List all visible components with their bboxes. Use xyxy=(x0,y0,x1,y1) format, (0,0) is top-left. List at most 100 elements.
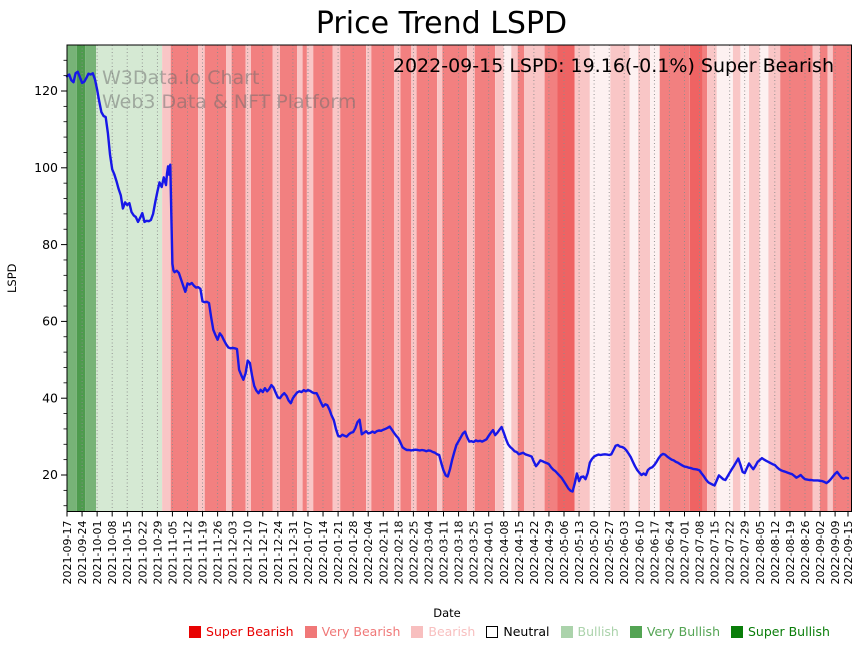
band-bearish xyxy=(306,45,314,512)
watermark-line-2: Web3 Data & NFT Platform xyxy=(102,91,357,113)
band-bearish xyxy=(332,45,341,512)
band-very_bearish xyxy=(251,45,273,512)
y-tick-label: 40 xyxy=(42,390,58,405)
x-tick-label: 2021-11-12 xyxy=(181,521,194,585)
x-tick-label: 2022-06-24 xyxy=(663,521,676,585)
x-tick-label: 2022-07-08 xyxy=(694,521,707,585)
x-tick-label: 2022-05-20 xyxy=(588,521,601,585)
x-tick-label: 2022-02-11 xyxy=(377,521,390,585)
band-bearish xyxy=(226,45,232,512)
x-tick-label: 2022-01-21 xyxy=(332,521,345,585)
x-tick-label: 2022-01-14 xyxy=(317,521,330,585)
x-tick-label: 2021-12-10 xyxy=(242,521,255,585)
legend-swatch-icon xyxy=(731,625,743,638)
band-bearish xyxy=(812,45,820,512)
band-bearish xyxy=(411,45,417,512)
band-very_bearish xyxy=(170,45,199,512)
legend-label: Super Bullish xyxy=(748,624,830,639)
x-tick-label: 2021-09-17 xyxy=(61,521,74,585)
x-tick-label: 2022-06-03 xyxy=(618,521,631,585)
x-tick-label: 2022-01-28 xyxy=(347,521,360,585)
legend-item-very-bearish: Very Bearish xyxy=(304,624,401,639)
x-axis-ticks: 2021-09-17 2021-09-24 2021-10-01 2021-10-08… xyxy=(61,511,855,585)
x-tick-label: 2021-10-15 xyxy=(121,521,134,585)
legend-item-neutral: Neutral xyxy=(486,624,550,639)
band-bearish xyxy=(610,45,630,512)
week-gridlines xyxy=(66,45,849,512)
band-very_bearish xyxy=(371,45,394,512)
x-tick-label: 2022-03-18 xyxy=(453,521,466,585)
x-tick-label: 2021-12-03 xyxy=(227,521,240,585)
x-tick-label: 2021-10-01 xyxy=(91,521,104,585)
band-bearish xyxy=(732,45,741,512)
x-tick-label: 2021-11-26 xyxy=(212,521,225,585)
band-bearish xyxy=(366,45,372,512)
band-bearish xyxy=(297,45,303,512)
x-tick-label: 2022-09-02 xyxy=(814,521,827,585)
x-tick-label: 2022-04-22 xyxy=(528,521,541,585)
legend-label: Very Bullish xyxy=(646,624,720,639)
x-tick-label: 2022-09-15 xyxy=(842,521,855,585)
x-tick-label: 2022-08-05 xyxy=(754,521,767,585)
band-neutral xyxy=(650,45,660,512)
legend-label: Very Bearish xyxy=(321,624,401,639)
watermark-line-1: W3Data.io Chart xyxy=(102,67,260,89)
price-line xyxy=(65,70,850,493)
band-neutral xyxy=(716,45,733,512)
y-tick-label: 80 xyxy=(42,237,58,252)
x-tick-label: 2022-02-04 xyxy=(362,521,375,585)
legend-label: Bullish xyxy=(577,624,619,639)
x-tick-label: 2022-05-13 xyxy=(573,521,586,585)
band-bearish xyxy=(245,45,251,512)
band-very_bullish xyxy=(85,45,97,512)
band-bearish xyxy=(495,45,504,512)
band-very_bullish xyxy=(67,45,77,512)
x-tick-label: 2022-01-07 xyxy=(302,521,315,585)
legend-swatch-icon xyxy=(629,625,642,638)
legend-swatch-icon xyxy=(486,625,499,638)
x-tick-label: 2022-07-15 xyxy=(709,521,722,585)
x-tick-label: 2022-07-22 xyxy=(724,521,737,585)
x-tick-label: 2022-08-26 xyxy=(799,521,812,585)
legend-swatch-icon xyxy=(304,625,317,638)
band-very_bearish xyxy=(659,45,690,512)
latest-value-annotation: 2022-09-15 LSPD: 19.16(-0.1%) Super Bear… xyxy=(392,55,834,77)
band-very_bearish xyxy=(780,45,813,512)
legend-swatch-icon xyxy=(560,625,573,638)
y-tick-label: 120 xyxy=(34,83,58,98)
x-tick-label: 2022-03-04 xyxy=(422,521,435,585)
legend-swatch-icon xyxy=(411,625,424,638)
y-tick-label: 100 xyxy=(34,160,58,175)
band-bearish xyxy=(827,45,833,512)
y-axis-ticks: 20 40 60 80 100 120 xyxy=(34,59,67,507)
x-tick-label: 2021-12-31 xyxy=(287,521,300,585)
legend-swatch-icon xyxy=(189,625,202,638)
sentiment-bands xyxy=(67,45,852,512)
x-tick-label: 2021-10-29 xyxy=(151,521,164,585)
sentiment-legend: Super Bearish Very Bearish Bearish Neutral B… xyxy=(162,624,857,639)
band-very_bearish xyxy=(302,45,307,512)
band-bearish xyxy=(638,45,650,512)
x-tick-label: 2021-10-08 xyxy=(106,521,119,585)
band-very_bearish xyxy=(442,45,468,512)
x-tick-label: 2022-02-25 xyxy=(407,521,420,585)
band-neutral xyxy=(629,45,639,512)
band-very_bearish xyxy=(517,45,525,512)
band-very_bearish xyxy=(474,45,496,512)
band-bearish xyxy=(272,45,280,512)
band-very_bearish xyxy=(400,45,412,512)
band-very_bearish xyxy=(544,45,558,512)
band-bullish xyxy=(96,45,163,512)
x-tick-label: 2022-03-11 xyxy=(438,521,451,585)
legend-label: Neutral xyxy=(503,624,550,639)
page-title: Price Trend LSPD xyxy=(315,6,568,41)
band-neutral xyxy=(589,45,611,512)
y-axis-label: LSPD xyxy=(5,263,19,293)
legend-item-very-bullish: Very Bullish xyxy=(629,624,720,639)
band-bearish xyxy=(524,45,545,512)
x-tick-label: 2022-07-29 xyxy=(739,521,752,585)
x-tick-label: 2022-07-01 xyxy=(678,521,691,585)
x-tick-label: 2022-02-18 xyxy=(392,521,405,585)
x-tick-label: 2022-08-19 xyxy=(784,521,797,585)
